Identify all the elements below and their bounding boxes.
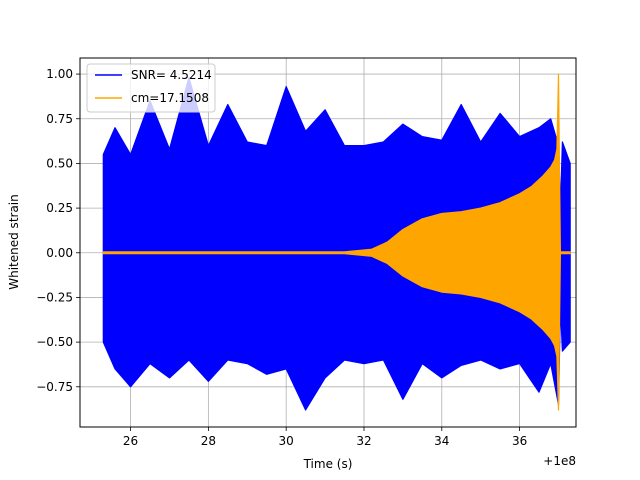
x-tick-label: 32 bbox=[356, 434, 371, 448]
series-cm-band bbox=[102, 73, 571, 411]
x-tick-label: 28 bbox=[201, 434, 216, 448]
plot-frame bbox=[79, 57, 577, 428]
legend-label-snr: SNR= 4.5214 bbox=[131, 68, 212, 82]
x-tick-label: 36 bbox=[512, 434, 527, 448]
series-snr-band bbox=[102, 77, 571, 411]
legend: SNR= 4.5214 cm=17.1508 bbox=[86, 63, 216, 113]
x-offset-label: +1e8 bbox=[543, 454, 576, 468]
y-tick-label: −0.25 bbox=[36, 290, 73, 304]
y-tick-label: 0.00 bbox=[46, 246, 73, 260]
y-tick-label: −0.50 bbox=[36, 335, 73, 349]
x-tick-label: 30 bbox=[279, 434, 294, 448]
y-axis-label: Whitened strain bbox=[7, 194, 21, 290]
y-tick-label: 0.25 bbox=[46, 201, 73, 215]
x-tick-label: 34 bbox=[434, 434, 449, 448]
y-tick-label: 0.75 bbox=[46, 112, 73, 126]
series-bands bbox=[102, 73, 571, 411]
axis-ticks: 26 28 30 32 34 36 −0.75 −0.50 −0.25 0.00 0.25 0.50 0… bbox=[36, 67, 527, 448]
y-tick-label: −0.75 bbox=[36, 380, 73, 394]
legend-label-cm: cm=17.1508 bbox=[131, 91, 209, 105]
y-tick-label: 1.00 bbox=[46, 67, 73, 81]
y-tick-label: 0.50 bbox=[46, 156, 73, 170]
legend-box bbox=[86, 63, 216, 113]
x-tick-label: 26 bbox=[123, 434, 138, 448]
x-axis-label: Time (s) bbox=[303, 457, 353, 471]
